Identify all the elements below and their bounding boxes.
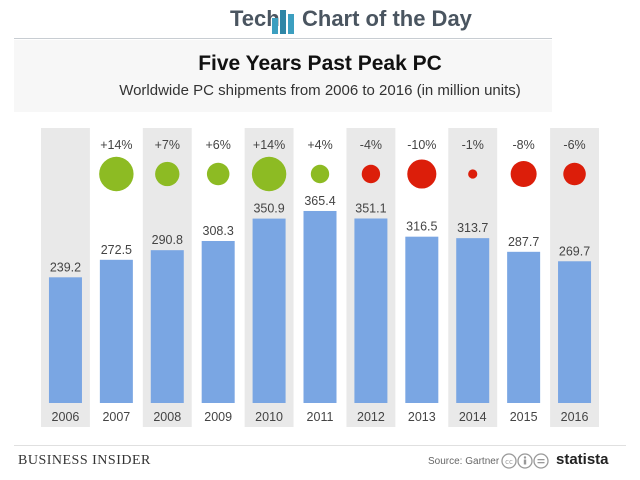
growth-label: +14% — [253, 138, 285, 152]
growth-bubble — [407, 159, 437, 189]
growth-label: +4% — [307, 138, 332, 152]
value-label: 287.7 — [508, 235, 539, 249]
value-label: 308.3 — [203, 224, 234, 238]
growth-bubble — [155, 161, 180, 187]
category-label: 2008 — [153, 410, 181, 424]
value-label: 365.4 — [304, 194, 335, 208]
value-label: 313.7 — [457, 221, 488, 235]
category-label: 2015 — [510, 410, 538, 424]
bar-2016 — [558, 261, 592, 403]
growth-bubble — [510, 160, 537, 188]
category-label: 2013 — [408, 410, 436, 424]
growth-label: +7% — [155, 138, 180, 152]
growth-label: -4% — [360, 138, 382, 152]
category-label: 2006 — [52, 410, 80, 424]
growth-label: -8% — [513, 138, 535, 152]
bar-2013 — [405, 236, 439, 403]
category-label: 2012 — [357, 410, 385, 424]
source-note: Source: Gartner — [428, 456, 500, 467]
growth-bubble — [563, 162, 586, 186]
growth-bubble — [251, 156, 287, 192]
bar-2011 — [303, 210, 337, 403]
growth-bubble — [206, 162, 230, 186]
publisher-logo: BUSINESS INSIDER — [18, 453, 151, 468]
header-bar: Tech Chart of the Day — [0, 0, 640, 40]
value-label: 239.2 — [50, 260, 81, 274]
growth-bubble — [468, 169, 478, 179]
value-label: 316.5 — [406, 220, 437, 234]
footer-divider — [14, 445, 626, 446]
category-label: 2009 — [204, 410, 232, 424]
value-label: 350.9 — [253, 202, 284, 216]
brand-chart-of-the-day-label: Chart of the Day — [302, 6, 472, 31]
value-label: 269.7 — [559, 244, 590, 258]
category-label: 2011 — [307, 410, 334, 424]
bar-2009 — [201, 240, 235, 403]
growth-bubble — [310, 164, 330, 184]
growth-label: +14% — [100, 138, 132, 152]
statista-logo: statista — [556, 451, 609, 468]
bar-2008 — [150, 250, 184, 403]
header-divider — [14, 38, 552, 39]
category-label: 2014 — [459, 410, 487, 424]
creative-commons-icon: cc — [501, 453, 549, 469]
title-band — [14, 40, 552, 112]
growth-label: -10% — [407, 138, 436, 152]
brand-tech-label: Tech — [230, 6, 280, 31]
chart-title: Five Years Past Peak PC — [198, 52, 442, 75]
bar-2014 — [456, 238, 490, 403]
category-label: 2016 — [561, 410, 589, 424]
value-label: 272.5 — [101, 243, 132, 257]
bar-2015 — [507, 251, 541, 403]
bar-chart-logo-icon — [272, 10, 294, 34]
chart-subtitle: Worldwide PC shipments from 2006 to 2016… — [119, 82, 521, 99]
value-label: 290.8 — [152, 233, 183, 247]
svg-text:cc: cc — [505, 458, 513, 466]
growth-bubble — [99, 156, 134, 192]
category-label: 2010 — [255, 410, 283, 424]
growth-bubble — [361, 164, 381, 184]
value-label: 351.1 — [355, 201, 386, 215]
bar-2012 — [354, 218, 388, 403]
bar-2006 — [48, 277, 82, 403]
growth-label: -1% — [462, 138, 484, 152]
bar-2007 — [99, 259, 133, 403]
category-label: 2007 — [102, 410, 130, 424]
growth-label: -6% — [563, 138, 585, 152]
growth-label: +6% — [205, 138, 230, 152]
bar-2010 — [252, 218, 286, 403]
